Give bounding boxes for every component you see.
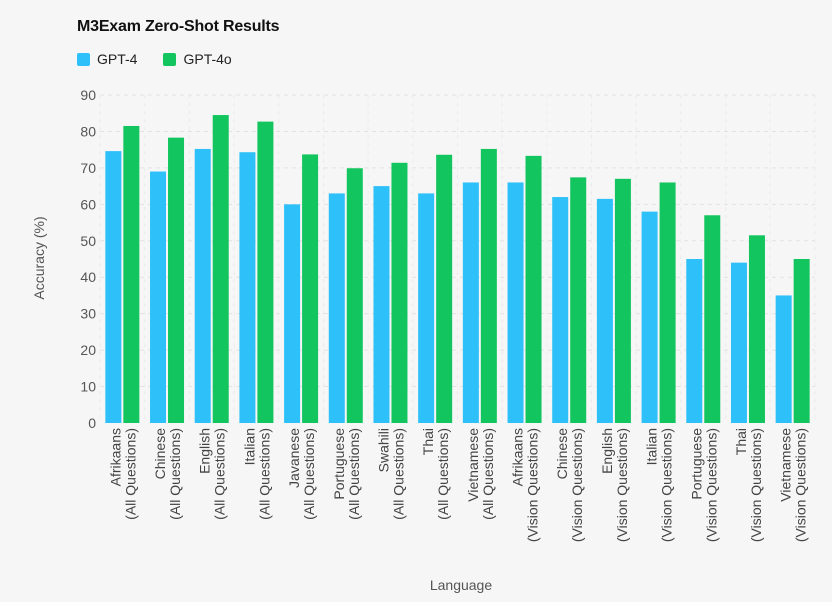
- bar-gpt4[interactable]: [328, 193, 345, 423]
- y-axis-ticks: 0 10 20 30 40 50 60 70 80 90: [80, 87, 96, 431]
- x-tick-label: (Vision Questions): [748, 428, 764, 542]
- x-tick-label: (All Questions): [167, 428, 183, 520]
- x-tick-label: English: [599, 428, 615, 474]
- bar-gpt4[interactable]: [730, 262, 747, 423]
- legend-swatch-gpt4: [77, 52, 90, 66]
- bar-gpt4[interactable]: [373, 186, 390, 423]
- x-tick-label: (All Questions): [435, 428, 451, 520]
- x-tick-label: English: [197, 428, 213, 474]
- x-tick-label: Portuguese: [331, 428, 347, 500]
- bar-gpt4o[interactable]: [168, 137, 185, 423]
- x-tick-label: Vietnamese: [465, 428, 481, 502]
- x-tick-label: (Vision Questions): [614, 428, 630, 542]
- y-tick-label: 20: [80, 342, 96, 358]
- y-tick-label: 60: [80, 196, 96, 212]
- x-tick-label: Vietnamese: [778, 428, 794, 502]
- bar-gpt4[interactable]: [462, 182, 479, 423]
- x-tick-label: Thai: [733, 428, 749, 455]
- x-tick-label: (All Questions): [390, 428, 406, 520]
- x-tick-label: Chinese: [152, 428, 168, 480]
- y-tick-label: 70: [80, 160, 96, 176]
- y-axis-label: Accuracy (%): [31, 216, 47, 299]
- legend-label-gpt4o: GPT-4o: [183, 51, 232, 67]
- bar-gpt4o[interactable]: [391, 162, 408, 423]
- bar-gpt4o[interactable]: [793, 259, 810, 423]
- y-tick-label: 30: [80, 306, 96, 322]
- y-tick-label: 50: [80, 233, 96, 249]
- y-tick-label: 10: [80, 379, 96, 395]
- bar-gpt4o[interactable]: [570, 177, 587, 423]
- legend-item-gpt4[interactable]: GPT-4: [77, 51, 137, 67]
- x-tick-label: Swahili: [375, 428, 391, 472]
- bar-gpt4[interactable]: [507, 182, 524, 423]
- legend-label-gpt4: GPT-4: [97, 51, 138, 67]
- bar-gpt4o[interactable]: [123, 125, 140, 423]
- y-tick-label: 80: [80, 123, 96, 139]
- x-tick-label: (All Questions): [256, 428, 272, 520]
- x-tick-label: Italian: [644, 428, 660, 465]
- bar-gpt4o[interactable]: [257, 121, 274, 424]
- x-tick-label: (Vision Questions): [703, 428, 719, 542]
- y-tick-label: 0: [88, 415, 96, 431]
- bar-gpt4o[interactable]: [659, 182, 676, 423]
- bars: [105, 115, 810, 424]
- x-tick-label: (All Questions): [122, 428, 138, 520]
- x-axis-ticks: Afrikaans (All Questions) Chinese (All Ques…: [107, 428, 808, 542]
- x-tick-label: (All Questions): [346, 428, 362, 520]
- y-tick-label: 40: [80, 269, 96, 285]
- bar-gpt4[interactable]: [105, 151, 122, 423]
- x-axis-label: Language: [430, 577, 493, 593]
- bar-gpt4[interactable]: [284, 204, 301, 423]
- bar-gpt4[interactable]: [775, 295, 792, 423]
- bar-gpt4[interactable]: [686, 259, 703, 423]
- x-tick-label: (All Questions): [212, 428, 228, 520]
- bar-gpt4o[interactable]: [525, 155, 542, 423]
- x-tick-label: Afrikaans: [107, 428, 123, 486]
- bar-gpt4[interactable]: [150, 171, 167, 423]
- bar-gpt4[interactable]: [239, 152, 256, 423]
- bar-gpt4[interactable]: [418, 193, 435, 423]
- x-tick-label: (All Questions): [301, 428, 317, 520]
- x-tick-label: (All Questions): [480, 428, 496, 520]
- bar-gpt4o[interactable]: [704, 215, 721, 423]
- legend-swatch-gpt4o: [163, 52, 177, 66]
- legend: GPT-4 GPT-4o: [77, 51, 258, 67]
- bar-gpt4[interactable]: [596, 198, 613, 423]
- bar-gpt4[interactable]: [641, 211, 658, 423]
- x-tick-label: Portuguese: [688, 428, 704, 500]
- x-tick-label: Javanese: [286, 428, 302, 488]
- y-tick-label: 90: [80, 87, 96, 103]
- x-tick-label: (Vision Questions): [569, 428, 585, 542]
- x-tick-label: Chinese: [554, 428, 570, 480]
- x-tick-label: (Vision Questions): [793, 428, 809, 542]
- bar-gpt4o[interactable]: [436, 154, 453, 423]
- x-tick-label: Italian: [241, 428, 257, 465]
- bar-gpt4[interactable]: [194, 148, 211, 423]
- bar-gpt4[interactable]: [552, 197, 569, 423]
- bar-gpt4o[interactable]: [480, 148, 497, 423]
- bar-gpt4o[interactable]: [748, 235, 765, 423]
- bar-gpt4o[interactable]: [346, 168, 363, 423]
- bar-gpt4o[interactable]: [212, 115, 229, 424]
- bar-gpt4o[interactable]: [614, 178, 631, 423]
- x-tick-label: (Vision Questions): [659, 428, 675, 542]
- x-tick-label: (Vision Questions): [525, 428, 541, 542]
- chart-title: M3Exam Zero-Shot Results: [77, 18, 280, 35]
- x-tick-label: Afrikaans: [510, 428, 526, 486]
- bar-gpt4o[interactable]: [302, 154, 319, 423]
- x-tick-label: Thai: [420, 428, 436, 455]
- legend-item-gpt4o[interactable]: GPT-4o: [163, 51, 232, 67]
